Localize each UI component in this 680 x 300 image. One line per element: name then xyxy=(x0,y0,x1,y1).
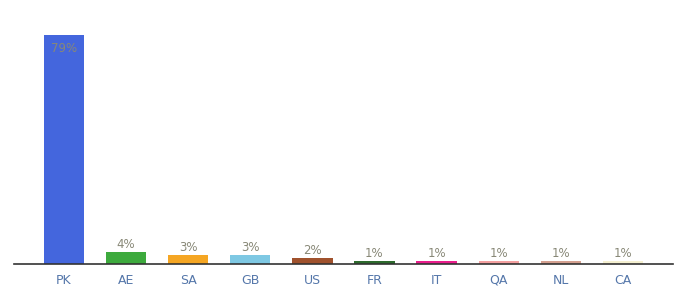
Text: 4%: 4% xyxy=(116,238,135,251)
Bar xyxy=(105,252,146,264)
Text: 79%: 79% xyxy=(51,42,77,55)
Text: 1%: 1% xyxy=(365,247,384,260)
Text: 3%: 3% xyxy=(241,241,260,254)
Text: 2%: 2% xyxy=(303,244,322,257)
Text: 1%: 1% xyxy=(551,247,571,260)
Bar xyxy=(541,261,581,264)
Text: 1%: 1% xyxy=(490,247,508,260)
Bar xyxy=(292,258,333,264)
Text: 1%: 1% xyxy=(427,247,446,260)
Bar xyxy=(479,261,519,264)
Bar xyxy=(603,261,643,264)
Bar xyxy=(230,255,271,264)
Text: 1%: 1% xyxy=(614,247,632,260)
Bar xyxy=(168,255,208,264)
Bar xyxy=(354,261,394,264)
Bar xyxy=(416,261,457,264)
Bar xyxy=(44,35,84,264)
Text: 3%: 3% xyxy=(179,241,197,254)
